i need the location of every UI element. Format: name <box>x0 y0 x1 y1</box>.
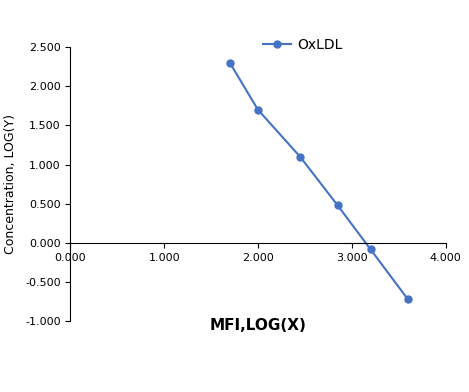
X-axis label: MFI,LOG(X): MFI,LOG(X) <box>210 318 306 333</box>
Line: OxLDL: OxLDL <box>227 59 411 303</box>
OxLDL <box>227 60 233 65</box>
OxLDL <box>405 297 411 302</box>
Y-axis label: Concentration, LOG(Y): Concentration, LOG(Y) <box>4 114 17 254</box>
Legend: OxLDL: OxLDL <box>257 32 348 57</box>
OxLDL <box>255 107 261 112</box>
OxLDL <box>368 247 373 252</box>
OxLDL <box>297 154 303 159</box>
OxLDL <box>335 203 340 208</box>
